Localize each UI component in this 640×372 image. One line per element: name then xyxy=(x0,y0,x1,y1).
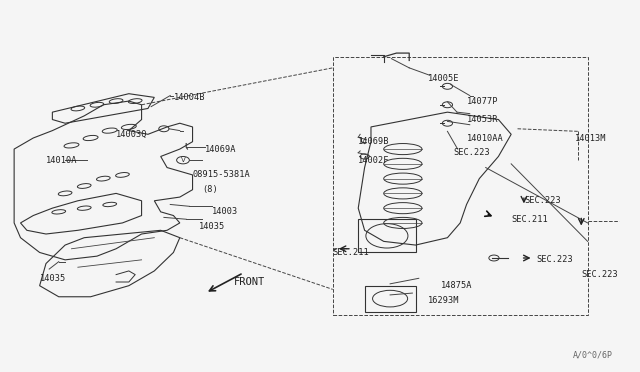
Text: 14035: 14035 xyxy=(40,274,66,283)
Text: 14010AA: 14010AA xyxy=(467,134,503,142)
Text: 14077P: 14077P xyxy=(467,97,498,106)
Text: SEC.223: SEC.223 xyxy=(581,270,618,279)
Text: 14069B: 14069B xyxy=(358,137,390,146)
Text: SEC.211: SEC.211 xyxy=(511,215,548,224)
Text: FRONT: FRONT xyxy=(234,277,266,287)
Text: 08915-5381A: 08915-5381A xyxy=(193,170,250,179)
Text: SEC.211: SEC.211 xyxy=(333,248,369,257)
Text: A/0^0/6P: A/0^0/6P xyxy=(573,350,613,359)
Text: 16293M: 16293M xyxy=(428,296,460,305)
Text: 14875A: 14875A xyxy=(441,281,472,290)
Text: SEC.223: SEC.223 xyxy=(454,148,491,157)
Text: 14003Q: 14003Q xyxy=(116,130,148,139)
Bar xyxy=(333,57,588,315)
Bar xyxy=(365,286,415,311)
Text: 14005E: 14005E xyxy=(428,74,460,83)
Text: 14069A: 14069A xyxy=(205,145,237,154)
Text: 14002F: 14002F xyxy=(358,155,390,165)
Text: 14053R: 14053R xyxy=(467,115,498,124)
Text: 14010A: 14010A xyxy=(46,155,77,165)
Text: 14035: 14035 xyxy=(199,222,225,231)
Text: 14013M: 14013M xyxy=(575,134,606,142)
Text: 14004B: 14004B xyxy=(173,93,205,102)
Text: SEC.223: SEC.223 xyxy=(524,196,561,205)
Text: V: V xyxy=(180,157,186,163)
Text: (8): (8) xyxy=(202,185,218,194)
Bar xyxy=(358,219,415,253)
Text: SEC.223: SEC.223 xyxy=(537,255,573,264)
Text: 14003: 14003 xyxy=(212,207,238,217)
